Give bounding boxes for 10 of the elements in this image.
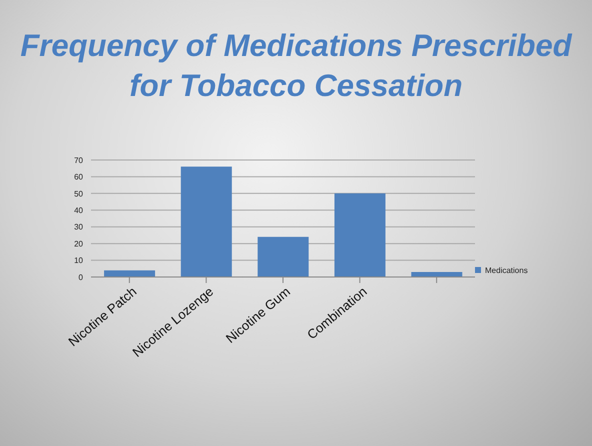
y-tick-label: 20 (74, 239, 84, 248)
y-tick-label: 30 (74, 222, 84, 232)
chart-title: Frequency of Medications Prescribed for Tobacco Cessation (20, 27, 572, 105)
legend-label: Medications (485, 266, 528, 274)
y-tick-label: 40 (74, 206, 84, 215)
y-tick-label: 60 (74, 172, 84, 182)
y-tick-label: 10 (74, 256, 84, 266)
y-tick-label: 0 (78, 272, 84, 282)
y-tick-label: 50 (74, 189, 84, 198)
y-tick-label: 70 (74, 156, 84, 165)
